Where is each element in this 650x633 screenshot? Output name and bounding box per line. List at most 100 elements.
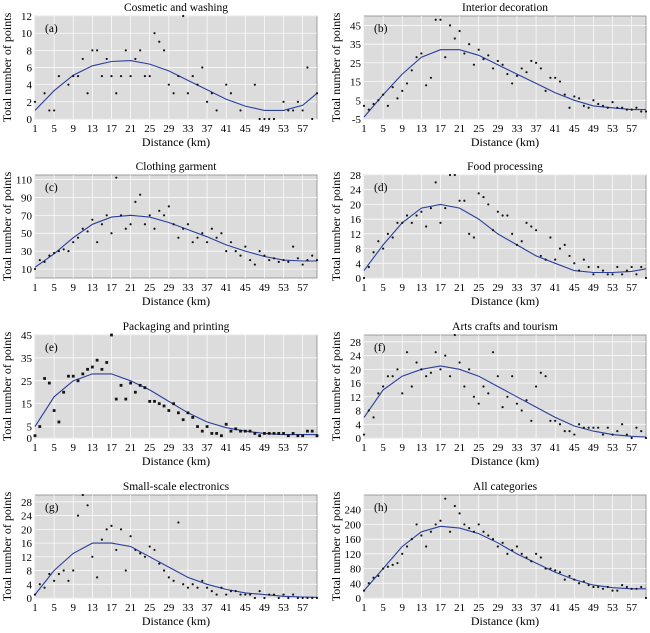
data-point [625, 269, 628, 272]
data-point [458, 361, 461, 364]
x-tick-label: 1 [361, 442, 367, 454]
data-point [215, 236, 218, 239]
data-point [472, 236, 476, 239]
plot-area [363, 174, 647, 279]
panel-label: (c) [45, 182, 58, 194]
x-tick-label: 21 [125, 282, 136, 294]
y-tick-label: 20 [350, 364, 362, 376]
data-point [425, 375, 428, 378]
x-tick-label: 49 [259, 282, 271, 294]
x-axis-label: Distance (km) [142, 135, 210, 149]
panel-label: (f) [374, 342, 386, 354]
x-axis-label: Distance (km) [142, 454, 210, 468]
x-tick-label: 41 [221, 602, 232, 614]
data-point [258, 590, 261, 593]
data-point [81, 372, 85, 376]
data-point [511, 82, 514, 85]
data-point [468, 232, 471, 235]
data-point [201, 579, 204, 582]
data-point [143, 223, 147, 226]
data-point [640, 265, 643, 269]
data-point [268, 258, 271, 262]
x-tick-label: 45 [569, 282, 581, 294]
data-point [487, 203, 490, 206]
data-point [201, 232, 204, 235]
data-point [410, 385, 413, 388]
data-point [119, 383, 123, 387]
data-point [377, 240, 380, 243]
data-point [191, 416, 195, 419]
data-point [110, 74, 113, 78]
data-point [181, 418, 185, 422]
data-point [525, 399, 528, 402]
data-point [491, 538, 495, 541]
data-point [558, 423, 562, 426]
data-point [224, 422, 228, 426]
data-point [577, 423, 581, 426]
data-point [453, 37, 456, 40]
x-tick-label: 49 [588, 123, 600, 135]
chart-panel-d: Food processing (d) 0 4 8 12 16 20 24 28 1 5 9 13 17 21… [329, 161, 648, 308]
data-point [463, 523, 466, 526]
data-point [444, 497, 447, 500]
data-point [410, 538, 413, 541]
data-point [215, 432, 219, 435]
data-point [501, 214, 504, 217]
data-point [186, 92, 190, 95]
data-point [506, 72, 509, 76]
x-tick-label: 25 [473, 123, 485, 135]
data-point [191, 241, 194, 244]
data-point [487, 54, 490, 57]
x-tick-label: 53 [607, 442, 619, 454]
data-point [444, 56, 447, 59]
y-tick-label: 160 [345, 534, 362, 546]
y-tick-label: 28 [350, 337, 362, 349]
data-point [139, 552, 142, 555]
data-point [487, 534, 490, 537]
data-point [621, 584, 624, 587]
chart-panel-h: All categories (h) 0 40 80 120 160 200 240 1 5 9 13 1… [329, 481, 648, 628]
data-point [239, 109, 242, 112]
x-tick-label: 29 [163, 123, 175, 135]
x-tick-label: 45 [569, 602, 581, 614]
y-tick-label: 240 [345, 505, 362, 517]
data-point [186, 586, 190, 589]
panel-label: (b) [374, 23, 388, 35]
data-point [115, 176, 118, 179]
data-point [534, 552, 538, 555]
data-point [544, 258, 547, 261]
y-tick-label: 10 [21, 264, 33, 276]
y-tick-label: 35 [350, 39, 362, 51]
data-point [172, 579, 175, 582]
data-point [592, 426, 595, 429]
data-point [244, 593, 247, 596]
y-tick-label: 16 [350, 378, 362, 390]
data-point [310, 429, 314, 433]
data-point [601, 269, 605, 272]
x-tick-label: 49 [259, 442, 271, 454]
data-point [196, 236, 199, 239]
data-point [506, 552, 509, 555]
x-tick-label: 21 [454, 123, 465, 135]
data-point [582, 258, 585, 261]
x-axis-label: Distance (km) [471, 294, 539, 308]
data-point [177, 521, 180, 524]
x-tick-label: 9 [399, 282, 405, 294]
data-point [539, 67, 542, 70]
data-point [139, 49, 142, 52]
data-point [405, 214, 409, 217]
data-point [616, 265, 619, 269]
data-point [215, 593, 218, 596]
data-point [525, 556, 528, 559]
data-point [282, 100, 285, 103]
data-point [601, 433, 605, 436]
data-point [635, 426, 638, 429]
data-point [76, 514, 80, 517]
x-tick-label: 9 [70, 123, 76, 135]
data-point [182, 583, 185, 586]
data-point [282, 593, 285, 596]
data-point [506, 214, 509, 217]
data-point [43, 586, 46, 589]
